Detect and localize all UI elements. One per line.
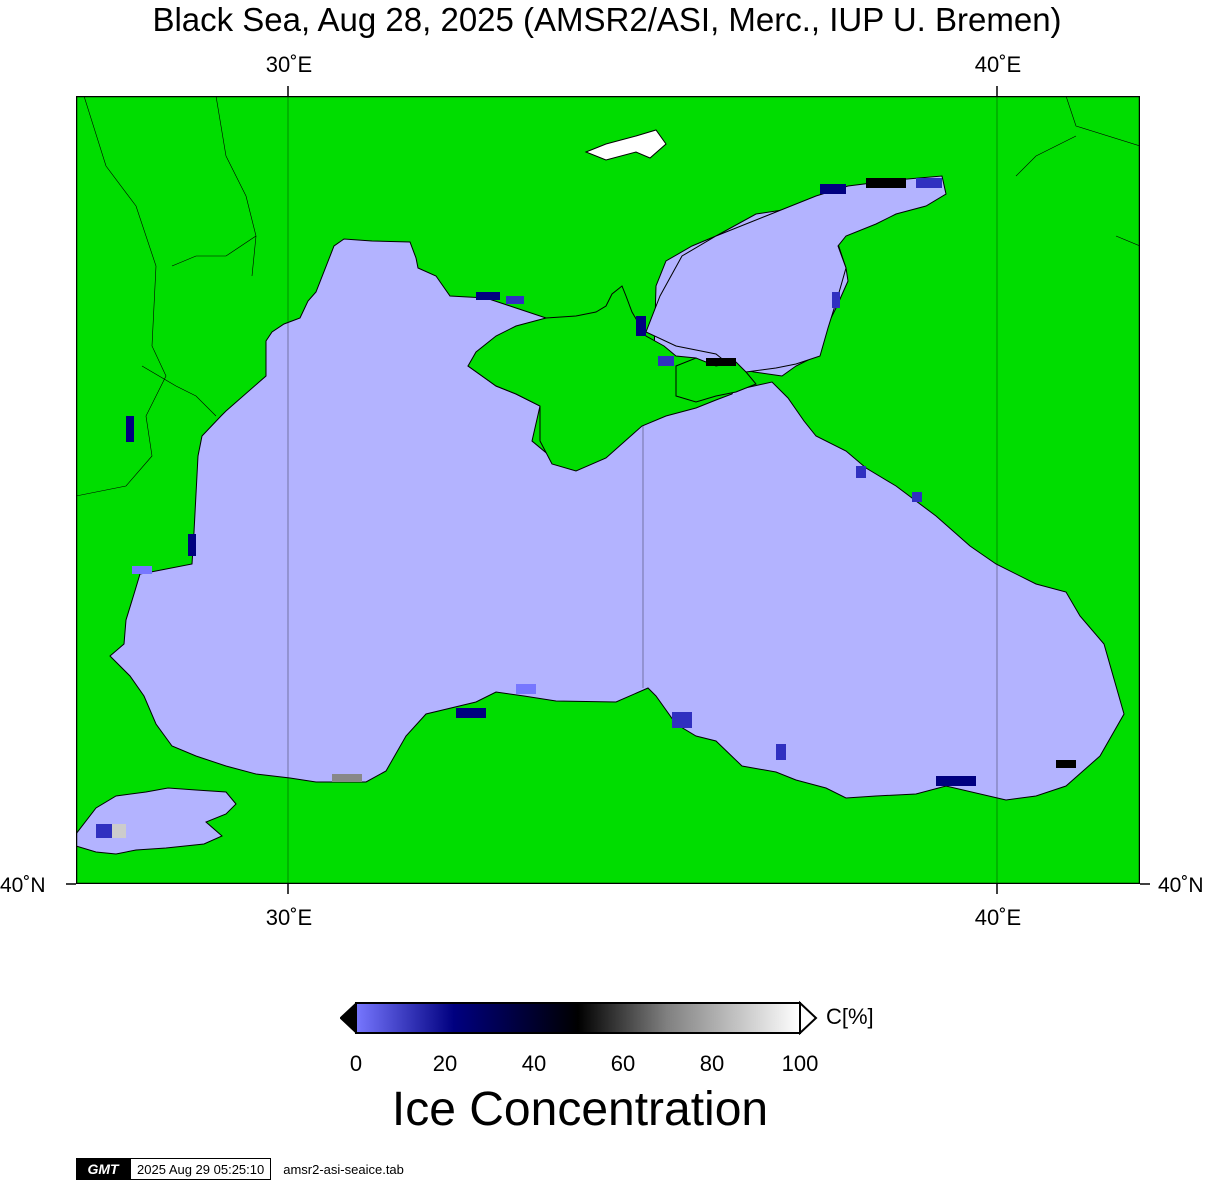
- map-panel: [76, 96, 1140, 884]
- colorbar-unit: C[%]: [826, 1004, 874, 1029]
- black-sea-map: [76, 96, 1140, 884]
- colorbar-title: Ice Concentration: [391, 1083, 769, 1136]
- colorbar-label-60: 60: [610, 1051, 636, 1076]
- sea-of-azov: [645, 175, 947, 373]
- colorbar-label-40: 40: [521, 1051, 547, 1076]
- source-file-label: amsr2-asi-seaice.tab: [283, 1161, 404, 1177]
- coastal-ice-pixels: [96, 178, 1076, 838]
- colorbar-gradient: [355, 1002, 801, 1034]
- colorbar: [340, 1001, 818, 1035]
- map-border: [76, 96, 1140, 884]
- colorbar-label-100: 100: [781, 1051, 819, 1076]
- bottom-tick-40e: 40˚E: [974, 905, 1022, 930]
- sivash-white-patch: [584, 129, 667, 161]
- timestamp-text: 2025 Aug 29 05:25:10: [130, 1158, 272, 1180]
- crimea-peninsula: [467, 285, 737, 472]
- colorbar-label-0: 0: [349, 1051, 363, 1076]
- right-tick-40n: 40˚N: [1158, 874, 1204, 897]
- gmt-timestamp-stamp: GMT 2025 Aug 29 05:25:10 amsr2-asi-seaic…: [76, 1158, 404, 1180]
- map-title: Black Sea, Aug 28, 2025 (AMSR2/ASI, Merc…: [152, 1, 1062, 38]
- colorbar-label-20: 20: [432, 1051, 458, 1076]
- top-tick-40e: 40˚E: [974, 52, 1022, 77]
- colorbar-low-arrow: [340, 1001, 357, 1035]
- colorbar-label-80: 80: [699, 1051, 725, 1076]
- top-tick-30e: 30˚E: [265, 52, 313, 77]
- country-borders: [76, 96, 1140, 497]
- colorbar-high-arrow: [799, 1001, 818, 1035]
- bottom-tick-30e: 30˚E: [265, 905, 313, 930]
- gmt-logo: GMT: [76, 1158, 130, 1180]
- left-tick-40n: 40˚N: [0, 874, 46, 897]
